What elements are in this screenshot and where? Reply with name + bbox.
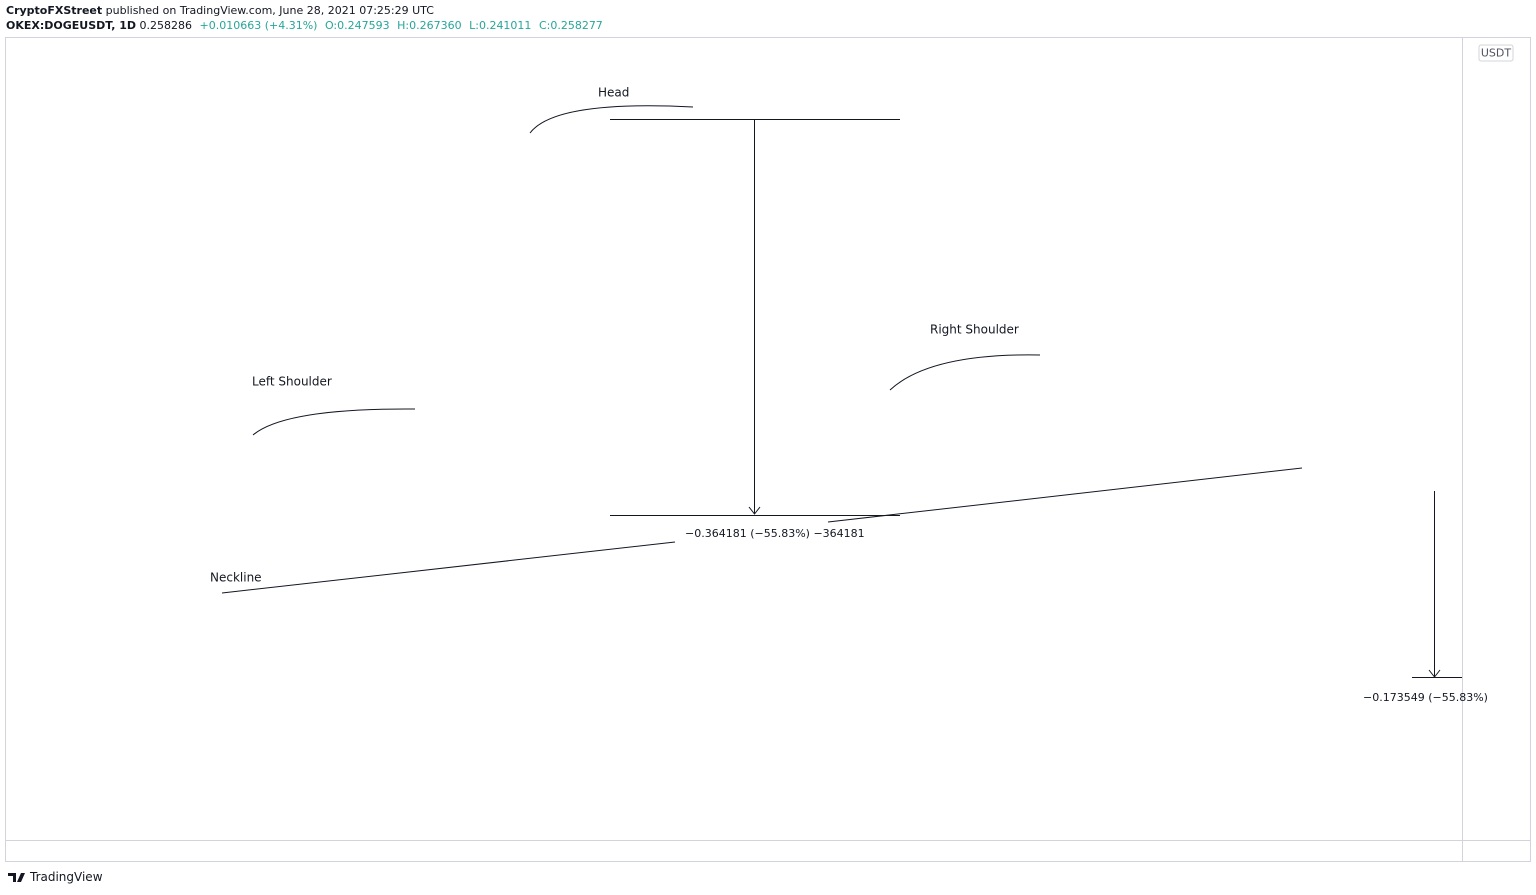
annotation: Head [598, 86, 629, 100]
author: CryptoFXStreet [6, 4, 103, 17]
neckline [827, 467, 1303, 523]
annotation: Right Shoulder [930, 323, 1019, 337]
open: O:0.247593 [324, 19, 390, 32]
currency-box [1478, 44, 1514, 62]
price: 0.258286 [139, 19, 193, 32]
currency: USDT [1481, 47, 1512, 60]
footer-text: TradingView [30, 870, 103, 884]
arrow-head [748, 506, 761, 515]
logo [8, 873, 25, 882]
annotation: −0.173549 (−55.83%) [1363, 691, 1488, 704]
header-line-2: OKEX:DOGEUSDT, 1D 0.258286 +0.010663 (+4… [6, 19, 607, 32]
symbol: OKEX:DOGEUSDT, 1D [6, 19, 137, 32]
annotation: Left Shoulder [252, 375, 332, 389]
right-shoulder-arc [889, 354, 1041, 391]
close: C:0.258277 [538, 19, 603, 32]
chart-frame [5, 37, 1531, 862]
high: H:0.267360 [397, 19, 462, 32]
header-line-1: CryptoFXStreet published on TradingView.… [6, 4, 438, 17]
published: published on TradingView.com, June 28, 2… [105, 4, 434, 17]
annotation: −0.364181 (−55.83%) −364181 [685, 527, 865, 540]
drawings [221, 105, 1462, 678]
annotation: Neckline [210, 571, 262, 585]
footer: TradingView [8, 870, 103, 884]
left-shoulder-arc [252, 408, 416, 436]
head-arc [529, 105, 694, 134]
change: +0.010663 (+4.31%) [199, 19, 318, 32]
neckline [221, 541, 676, 594]
low: L:0.241011 [469, 19, 532, 32]
